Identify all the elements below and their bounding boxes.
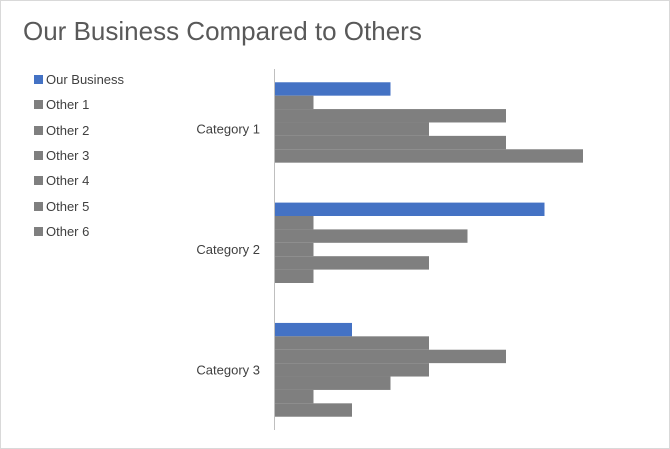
legend-swatch: [34, 226, 43, 236]
bar-other-3-category-2: [275, 242, 314, 257]
legend-label: Other 5: [46, 198, 90, 214]
legend-item: Other 2: [34, 118, 174, 143]
category-label: Category 3: [196, 362, 260, 377]
bar-other-1-category-2: [275, 216, 314, 230]
bar-other-2-category-2: [275, 229, 468, 243]
legend-item: Other 1: [34, 92, 174, 117]
legend-label: Other 3: [46, 148, 90, 164]
bar-other-5-category-2: [275, 269, 314, 283]
bar-other-5-category-3: [275, 389, 314, 404]
legend-swatch: [34, 75, 43, 85]
bar-other-2-category-1: [275, 109, 506, 123]
bar-other-4-category-2: [275, 256, 429, 270]
legend-item: Our Business: [34, 67, 174, 92]
bar-other-2-category-3: [275, 349, 506, 364]
chart-title: Our Business Compared to Others: [23, 16, 422, 46]
legend-label: Other 1: [46, 97, 90, 113]
bar-other-4-category-3: [275, 376, 391, 390]
bar-our-business-category-2: [275, 202, 545, 216]
legend-label: Other 4: [46, 173, 90, 189]
legend-label: Other 2: [46, 122, 90, 138]
bar-our-business-category-3: [275, 322, 352, 337]
category-labels: Category 1 Category 2 Category 3: [196, 122, 260, 378]
bar-other-1-category-1: [275, 95, 314, 110]
bar-other-3-category-3: [275, 363, 429, 377]
legend-swatch: [34, 176, 43, 186]
bar-our-business-category-1: [275, 82, 391, 96]
legend-swatch: [34, 201, 43, 211]
legend-label: Our Business: [46, 72, 125, 88]
legend-item: Other 3: [34, 143, 174, 168]
legend: Our Business Other 1 Other 2 Other 3 Other 4…: [34, 67, 174, 244]
legend-swatch: [34, 125, 43, 135]
bar-other-4-category-1: [275, 135, 506, 150]
bar-other-5-category-1: [275, 149, 583, 163]
category-label: Category 1: [196, 122, 260, 137]
legend-item: Other 5: [34, 193, 174, 218]
legend-swatch: [34, 100, 43, 110]
bar-other-1-category-3: [275, 336, 429, 350]
legend-item: Other 4: [34, 168, 174, 193]
legend-item: Other 6: [34, 219, 174, 244]
category-label: Category 2: [196, 242, 260, 257]
legend-label: Other 6: [46, 223, 90, 239]
bar-other-3-category-1: [275, 122, 429, 136]
legend-swatch: [34, 151, 43, 161]
bar-other-6-category-3: [275, 403, 352, 417]
bars: [275, 82, 583, 417]
